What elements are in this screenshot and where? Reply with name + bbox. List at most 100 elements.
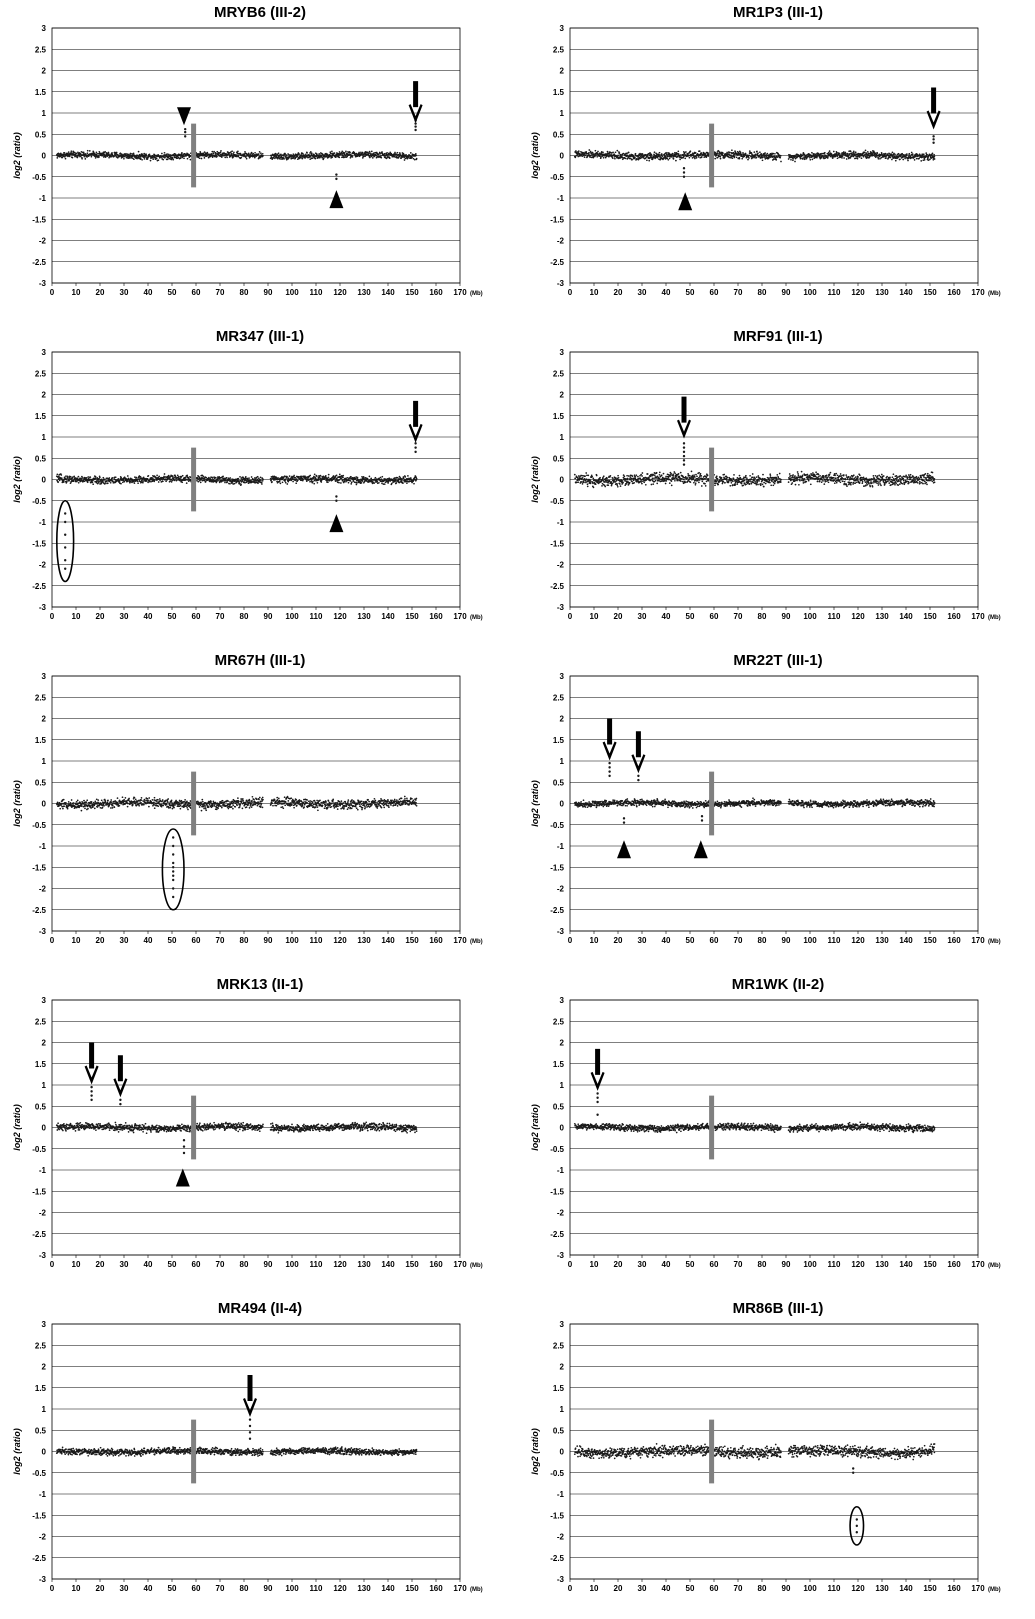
data-point — [173, 480, 175, 482]
data-point — [181, 481, 183, 483]
data-point — [643, 481, 645, 483]
data-point — [375, 477, 377, 479]
x-tick-label: 120 — [851, 288, 865, 297]
data-point — [338, 157, 340, 159]
data-point — [87, 476, 89, 478]
data-point — [401, 479, 403, 481]
data-point — [698, 472, 700, 474]
data-point — [607, 151, 609, 153]
data-point — [758, 480, 760, 482]
data-point — [395, 482, 397, 484]
y-tick-label: -0.5 — [550, 173, 564, 182]
data-point — [626, 475, 628, 477]
outlier-point — [414, 129, 416, 131]
data-point — [762, 474, 764, 476]
y-tick-label: 1.5 — [553, 88, 565, 97]
y-tick-label: -2 — [39, 237, 47, 246]
data-point — [723, 481, 725, 483]
data-point — [700, 473, 702, 475]
data-point — [751, 479, 753, 481]
x-tick-label: 170 — [971, 612, 985, 621]
data-point — [642, 153, 644, 155]
data-point — [380, 477, 382, 479]
data-point — [640, 474, 642, 476]
data-point — [186, 475, 188, 477]
data-point — [774, 153, 776, 155]
data-point — [892, 152, 894, 154]
data-point — [180, 157, 182, 159]
data-point — [415, 154, 417, 156]
data-point — [350, 476, 352, 478]
x-tick-label: 110 — [310, 288, 323, 297]
data-point — [148, 475, 150, 477]
data-point — [674, 473, 676, 475]
y-tick-label: 2.5 — [553, 369, 565, 378]
data-point — [177, 474, 179, 476]
data-point — [204, 157, 206, 159]
x-tick-label: 70 — [734, 612, 743, 621]
data-point — [727, 477, 729, 479]
y-tick-label: 1 — [42, 433, 47, 442]
data-point — [894, 154, 896, 156]
data-point — [625, 158, 627, 160]
y-tick-label: 2.5 — [553, 45, 565, 54]
data-point — [78, 476, 80, 478]
data-point — [694, 158, 696, 160]
gain-arrowhead — [177, 107, 191, 125]
x-tick-label: 0 — [568, 612, 573, 621]
data-point — [166, 153, 168, 155]
data-point — [792, 159, 794, 161]
data-point — [64, 152, 66, 154]
data-point — [215, 477, 217, 479]
data-point — [916, 158, 918, 160]
outlier-point — [64, 568, 66, 570]
x-tick-label: 20 — [614, 288, 623, 297]
data-point — [356, 484, 358, 486]
x-tick-label: 20 — [96, 612, 105, 621]
x-tick-label: 40 — [144, 612, 153, 621]
y-tick-label: 1 — [560, 109, 565, 118]
data-point — [95, 157, 97, 159]
data-point — [131, 153, 133, 155]
y-tick-label: 0.5 — [35, 454, 47, 463]
data-point — [163, 476, 165, 478]
data-point — [289, 475, 291, 477]
data-point — [352, 156, 354, 158]
data-point — [386, 158, 388, 160]
data-point — [770, 475, 772, 477]
data-point — [158, 159, 160, 161]
data-point — [640, 481, 642, 483]
x-tick-label: 100 — [285, 288, 299, 297]
x-unit-label: (Mb) — [988, 291, 1001, 297]
data-point — [360, 151, 362, 153]
data-point — [603, 475, 605, 477]
outlier-point — [335, 178, 337, 180]
data-point — [397, 152, 399, 154]
data-point — [89, 476, 91, 478]
data-point — [348, 482, 350, 484]
x-tick-label: 50 — [168, 612, 177, 621]
data-point — [722, 152, 724, 154]
data-point — [331, 150, 333, 152]
data-point — [610, 475, 612, 477]
outlier-point — [64, 521, 66, 523]
data-point — [143, 153, 145, 155]
data-point — [316, 475, 318, 477]
x-unit-label: (Mb) — [470, 615, 483, 621]
data-point — [847, 153, 849, 155]
outlier-point — [64, 512, 66, 514]
data-point — [769, 482, 771, 484]
data-point — [133, 153, 135, 155]
data-point — [363, 476, 365, 478]
data-point — [680, 154, 682, 156]
data-point — [659, 152, 661, 154]
outlier-point — [184, 128, 186, 130]
data-point — [334, 152, 336, 154]
data-point — [733, 474, 735, 476]
data-point — [125, 153, 127, 155]
data-point — [731, 149, 733, 151]
data-point — [82, 477, 84, 479]
data-point — [176, 480, 178, 482]
data-point — [144, 158, 146, 160]
data-point — [313, 477, 315, 479]
